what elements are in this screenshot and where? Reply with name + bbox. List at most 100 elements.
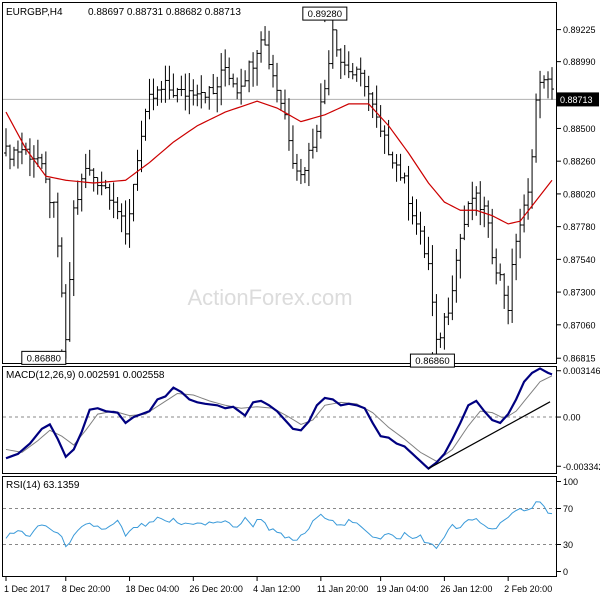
ohlc-bar [438, 332, 443, 348]
ohlc-bar [59, 237, 64, 298]
ohlc-bar [7, 144, 12, 170]
macd-y-tick-label: 0.003146 [563, 366, 600, 376]
ohlc-bar [550, 67, 554, 100]
price-y-tick-label: 0.88500 [563, 124, 596, 134]
ohlc-bar [466, 201, 471, 228]
x-axis-tick-label: 1 Dec 2017 [4, 584, 50, 594]
ohlc-bar [538, 70, 543, 119]
price-y-tick-label: 0.86815 [563, 354, 596, 364]
ohlc-bar [155, 86, 160, 106]
ohlc-bar [67, 262, 72, 342]
ohlc-bar [143, 108, 148, 141]
macd-layer [5, 367, 553, 471]
x-axis-tick-label: 19 Jan 04:00 [377, 584, 429, 594]
ohlc-bar [179, 75, 184, 97]
price-annotation-label: 0.86880 [27, 353, 61, 364]
ohlc-bar [422, 225, 427, 259]
ohlc-bar [47, 178, 52, 219]
rsi-y-tick-label: 100 [563, 477, 578, 487]
ohlc-bar [398, 153, 403, 181]
ohlc-bar [227, 57, 232, 86]
ohlc-bar [530, 149, 535, 209]
ohlc-bar [231, 73, 236, 88]
ohlc-bar [366, 75, 371, 111]
ohlc-bar [494, 248, 499, 285]
ohlc-bar [526, 178, 531, 220]
ohlc-bar [310, 128, 315, 159]
ohlc-bar [382, 125, 387, 154]
ohlc-bar [518, 208, 523, 259]
price-y-tick-label: 0.88260 [563, 157, 596, 167]
ohlc-bar [334, 29, 339, 57]
ohlc-bar [498, 263, 503, 281]
price-y-tick-label: 0.87780 [563, 222, 596, 232]
ohlc-bar [378, 105, 383, 138]
rsi-pane-frame [2, 476, 557, 577]
ohlc-bar [486, 200, 491, 238]
x-axis-tick-label: 11 Jan 20:00 [317, 584, 368, 594]
ohlc-bar [542, 75, 547, 89]
ohlc-bar [394, 154, 399, 182]
ohlc-bar [55, 192, 60, 258]
ohlc-bar [426, 236, 431, 271]
macd-pane-frame [2, 366, 557, 474]
x-axis-tick-label: 8 Dec 20:00 [62, 584, 111, 594]
ohlc-bar [458, 233, 463, 279]
ohlc-bar [235, 77, 240, 100]
ohlc-bar [27, 138, 32, 177]
ohlc-bar [298, 158, 303, 185]
ohlc-bar [99, 171, 104, 196]
ohlc-bar [275, 62, 280, 103]
ohlc-bar [263, 26, 268, 46]
macd-trendline [428, 401, 551, 470]
annotation-layer: 0.89280 0.86880 0.86860 [21, 6, 455, 368]
ohlc-bar [215, 76, 220, 113]
ohlc-bar [51, 201, 56, 218]
ohlc-bar [506, 285, 511, 325]
rsi-y-tick-label: 30 [563, 540, 573, 550]
ohlc-bar [522, 194, 527, 233]
ohlc-bar [350, 62, 355, 80]
price-y-tick-label: 0.87060 [563, 320, 596, 330]
ohlc-bar [171, 73, 176, 98]
ohlc-bar [43, 151, 48, 184]
ohlc-bar [151, 78, 156, 111]
ohlc-bar [211, 73, 216, 95]
ohlc-bar [111, 182, 116, 219]
ohlc-bar [286, 98, 291, 151]
ohlc-bar [167, 65, 172, 100]
ohlc-bar [534, 93, 539, 163]
price-annotation-box [21, 350, 67, 365]
ohlc-bar [410, 196, 415, 225]
ohlc-bar [139, 120, 144, 173]
ohlc-bar [267, 30, 272, 70]
ohlc-bar [450, 275, 455, 321]
price-annotation-label: 0.86860 [415, 356, 449, 367]
ohlc-bar [406, 165, 411, 221]
x-axis-tick-label: 18 Dec 04:00 [126, 584, 180, 594]
price-pane-frame [2, 2, 557, 364]
ohlc-bar [454, 248, 459, 303]
ohlc-bar [75, 180, 80, 215]
ohlc-bar [418, 211, 423, 245]
ohlc-bar [278, 89, 283, 112]
price-y-tick-label: 0.87300 [563, 288, 596, 298]
ohlc-bar [358, 57, 363, 87]
ohlc-bar [326, 50, 331, 96]
ohlc-bar [223, 49, 228, 87]
ohlc-bar [342, 45, 347, 76]
current-price-label: 0.88713 [560, 95, 593, 105]
ohlc-bar [462, 205, 467, 241]
price-annotation-label: 0.89280 [308, 9, 342, 20]
ohlc-bar [243, 70, 248, 87]
price-y-tick-label: 0.89225 [563, 25, 596, 35]
macd-line [5, 367, 553, 471]
price-y-tick-label: 0.88020 [563, 189, 596, 199]
x-axis-tick-label: 26 Jan 12:00 [440, 584, 492, 594]
ohlc-bar [430, 245, 435, 317]
ohlc-bar [131, 183, 136, 222]
ohlc-bar [370, 92, 375, 119]
ohlc-bar [374, 85, 379, 128]
